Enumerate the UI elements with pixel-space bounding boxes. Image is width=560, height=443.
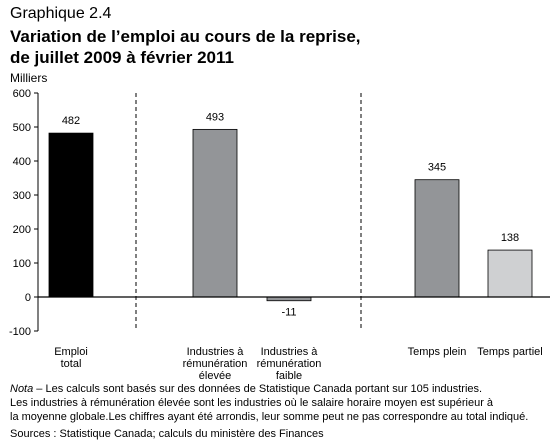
category-temps-partiel-line-1: Temps partiel xyxy=(477,346,542,358)
category-emploi-total: Emploi total xyxy=(54,346,88,370)
y-tick-label-600: 600 xyxy=(13,88,31,100)
note-line-2: Les industries à rémunération élevée son… xyxy=(10,397,494,409)
note-lead: Nota xyxy=(10,383,34,395)
category-remuneration-faible-line-3: faible xyxy=(276,370,302,380)
y-tick-label-200: 200 xyxy=(13,224,31,236)
bar-remuneration-elevee xyxy=(192,128,238,298)
category-remuneration-faible-line-2: rémunération xyxy=(257,358,322,370)
note-line-3: la moyenne globale.Les chiffres ayant ét… xyxy=(10,411,529,423)
chart-title-line-2: de juillet 2009 à février 2011 xyxy=(10,48,234,67)
figure-label: Graphique 2.4 xyxy=(10,5,112,22)
bar-temps-plein xyxy=(414,179,460,298)
bar-emploi-total xyxy=(48,132,94,298)
bar-temps-partiel xyxy=(487,249,533,298)
data-label-2: 493 xyxy=(206,111,224,123)
note-text-1: – Les calculs sont basés sur des données… xyxy=(33,383,483,395)
data-label-1: 482 xyxy=(62,115,80,127)
y-tick-label--100: -100 xyxy=(9,326,31,338)
data-label-3: -11 xyxy=(281,307,296,319)
note-line-1: Nota – Les calculs sont basés sur des do… xyxy=(10,383,482,395)
category-remuneration-faible: Industries à rémunération faible xyxy=(257,346,322,380)
category-temps-partiel: Temps partiel xyxy=(477,346,542,358)
category-emploi-total-line-2: total xyxy=(61,358,82,370)
y-tick-label-400: 400 xyxy=(13,156,31,168)
chart-area: -100 0 100 200 300 400 500 600 482 493 -11 345 138 Em… xyxy=(9,88,550,380)
category-remuneration-elevee-line-2: rémunération xyxy=(183,358,248,370)
category-temps-plein-line-1: Temps plein xyxy=(408,346,467,358)
category-remuneration-elevee-line-3: élevée xyxy=(199,370,231,380)
category-remuneration-faible-line-1: Industries à xyxy=(261,346,319,358)
category-remuneration-elevee: Industries à rémunération élevée xyxy=(183,346,248,380)
y-axis-unit-label: Milliers xyxy=(10,71,48,85)
y-tick-label-500: 500 xyxy=(13,122,31,134)
chart-title-line-1: Variation de l’emploi au cours de la rep… xyxy=(10,27,361,46)
data-label-4: 345 xyxy=(428,162,446,174)
y-tick-label-300: 300 xyxy=(13,190,31,202)
y-tick-label-0: 0 xyxy=(25,292,31,304)
category-remuneration-elevee-line-1: Industries à xyxy=(187,346,245,358)
category-emploi-total-line-1: Emploi xyxy=(54,346,88,358)
sources-note: Sources : Statistique Canada; calculs du… xyxy=(10,428,324,440)
y-tick-label-100: 100 xyxy=(13,258,31,270)
data-label-5: 138 xyxy=(501,232,519,244)
category-temps-plein: Temps plein xyxy=(408,346,467,358)
